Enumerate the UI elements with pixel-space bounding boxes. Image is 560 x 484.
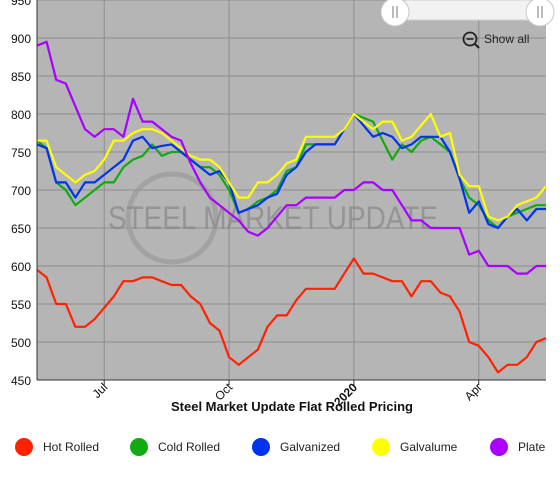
navigator-handle-knob[interactable] (525, 0, 555, 27)
legend-item-galvanized[interactable]: Galvanized (252, 432, 340, 462)
y-tick-label: 450 (11, 374, 31, 388)
legend-item-hot-rolled[interactable]: Hot Rolled (15, 432, 99, 462)
legend-label: Hot Rolled (43, 440, 100, 454)
legend-marker (130, 438, 148, 456)
legend-label: Galvalume (400, 440, 458, 454)
y-tick-label: 800 (11, 108, 31, 122)
legend-item-cold-rolled[interactable]: Cold Rolled (130, 432, 220, 462)
y-tick-label: 750 (11, 146, 31, 160)
navigator-handle-right[interactable] (525, 0, 555, 27)
chart-svg: STEEL MARKET UPDATE 450 500 550 600 650 700 75… (11, 0, 555, 414)
y-tick-label: 950 (11, 0, 31, 8)
x-tick-label: Jul (90, 380, 111, 401)
legend-marker (372, 438, 390, 456)
zoom-out-icon (462, 31, 478, 47)
navigator-handle-left[interactable] (380, 0, 410, 27)
legend: Hot Rolled Cold Rolled Galvanized Galvalume… (0, 432, 560, 462)
legend-item-galvalume[interactable]: Galvalume (372, 432, 457, 462)
series-line-galvalume (37, 112, 547, 222)
series-layer (36, 40, 547, 374)
navigator-track[interactable] (394, 0, 541, 21)
legend-marker (15, 438, 33, 456)
watermark-text: STEEL MARKET UPDATE (108, 200, 438, 236)
watermark-logo (125, 171, 219, 265)
zoom-out-icon-handle (474, 43, 480, 49)
series-line-hot-rolled (36, 257, 547, 374)
navigator-handle-knob[interactable] (380, 0, 410, 27)
x-tick-label: Apr (462, 380, 485, 403)
y-tick-label: 500 (11, 336, 31, 350)
watermark: STEEL MARKET UPDATE (108, 171, 438, 265)
legend-item-plate[interactable]: Plate (490, 432, 545, 462)
legend-label: Plate (518, 440, 546, 454)
y-tick-label: 850 (11, 70, 31, 84)
legend-label: Cold Rolled (158, 440, 221, 454)
legend-marker (490, 438, 508, 456)
navigator[interactable] (380, 0, 555, 27)
series-line-galvanized (36, 112, 546, 230)
y-tick-label: 650 (11, 222, 31, 236)
y-tick-label: 900 (11, 32, 31, 46)
y-tick-label: 550 (11, 298, 31, 312)
legend-label: Galvanized (280, 440, 341, 454)
series-line-plate (36, 40, 546, 275)
show-all-button[interactable]: Show all (462, 31, 530, 49)
chart-title: Steel Market Update Flat Rolled Pricing (171, 399, 413, 414)
y-tick-label: 700 (11, 184, 31, 198)
y-tick-label: 600 (11, 260, 31, 274)
show-all-label[interactable]: Show all (484, 32, 529, 46)
plot-area (37, 0, 546, 381)
legend-marker (252, 438, 270, 456)
